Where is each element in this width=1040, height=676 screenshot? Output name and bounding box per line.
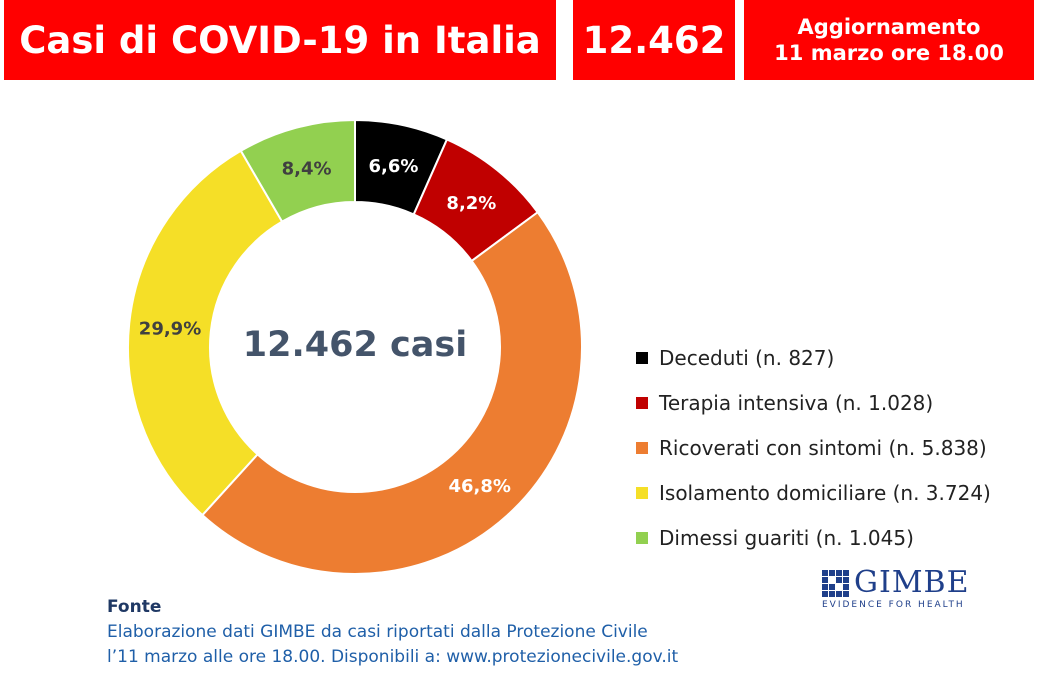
gimbe-logo-icon bbox=[822, 569, 849, 597]
source-note: Fonte Elaborazione dati GIMBE da casi ri… bbox=[107, 595, 678, 670]
legend-label-3: Isolamento domiciliare (n. 3.724) bbox=[659, 480, 991, 505]
legend-label-4: Dimessi guariti (n. 1.045) bbox=[659, 525, 914, 550]
source-line-2: l’11 marzo alle ore 18.00. Disponibili a… bbox=[107, 647, 679, 667]
page-title: Casi di COVID-19 in Italia bbox=[4, 0, 556, 80]
legend-label-1: Terapia intensiva (n. 1.028) bbox=[659, 390, 934, 415]
total-cases-box: 12.462 bbox=[573, 0, 735, 80]
source-title: Fonte bbox=[107, 597, 162, 617]
donut-chart: 6,6% 8,2% 46,8% 29,9% 8,4% 12.462 casi Deced… bbox=[0, 80, 1040, 600]
legend-swatch-2 bbox=[636, 441, 648, 454]
legend-item-2: Ricoverati con sintomi (n. 5.838) bbox=[636, 425, 991, 470]
update-box: Aggiornamento 11 marzo ore 18.00 bbox=[744, 0, 1034, 80]
donut-slice-label-0: 6,6% bbox=[369, 156, 419, 177]
donut-chart-svg: 6,6% 8,2% 46,8% 29,9% 8,4% bbox=[127, 118, 583, 575]
update-line-1: Aggiornamento bbox=[797, 14, 981, 39]
source-line-1: Elaborazione dati GIMBE da casi riportat… bbox=[107, 622, 648, 642]
donut-slice-label-1: 8,2% bbox=[446, 193, 496, 214]
donut-slice-3 bbox=[127, 149, 284, 517]
legend-label-2: Ricoverati con sintomi (n. 5.838) bbox=[659, 435, 987, 460]
legend-label-0: Deceduti (n. 827) bbox=[659, 345, 835, 370]
legend-item-4: Dimessi guariti (n. 1.045) bbox=[636, 515, 991, 560]
legend-swatch-4 bbox=[636, 531, 648, 544]
logo-tagline: EVIDENCE FOR HEALTH bbox=[822, 600, 965, 610]
donut-slice-4 bbox=[239, 118, 356, 224]
logo-name: GIMBE bbox=[854, 565, 970, 600]
legend-swatch-3 bbox=[636, 486, 648, 499]
legend-item-0: Deceduti (n. 827) bbox=[636, 335, 991, 380]
chart-legend: Deceduti (n. 827) Terapia intensiva (n. 1… bbox=[636, 335, 991, 560]
legend-swatch-0 bbox=[636, 351, 648, 364]
donut-slice-label-3: 29,9% bbox=[139, 318, 201, 339]
legend-swatch-1 bbox=[636, 396, 648, 409]
donut-center-label: 12.462 casi bbox=[242, 325, 468, 365]
donut-slice-label-4: 8,4% bbox=[282, 158, 332, 179]
legend-item-1: Terapia intensiva (n. 1.028) bbox=[636, 380, 991, 425]
legend-item-3: Isolamento domiciliare (n. 3.724) bbox=[636, 470, 991, 515]
gimbe-logo: GIMBE EVIDENCE FOR HEALTH bbox=[822, 568, 972, 610]
donut-slice-label-2: 46,8% bbox=[448, 476, 510, 497]
donut-slice-2 bbox=[201, 210, 583, 575]
page-title-text: Casi di COVID-19 in Italia bbox=[19, 18, 541, 62]
total-cases-value: 12.462 bbox=[582, 18, 726, 62]
update-line-2: 11 marzo ore 18.00 bbox=[774, 41, 1004, 65]
